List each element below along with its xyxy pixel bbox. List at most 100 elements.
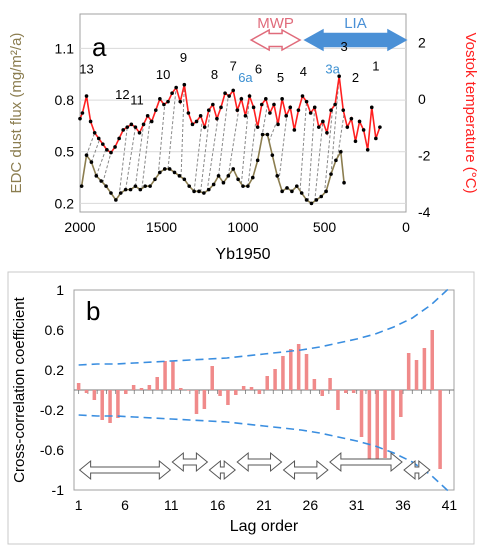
bar-45	[422, 348, 427, 390]
bar-32	[320, 390, 324, 396]
dust-point-45	[294, 184, 299, 188]
bar-31	[312, 379, 317, 390]
dust-point-42	[280, 189, 284, 194]
dust-point-10	[123, 187, 128, 192]
connector-5	[118, 127, 128, 196]
bar-21	[234, 390, 238, 395]
temperature-point-50	[276, 122, 280, 127]
coef-tick-1: 1	[56, 282, 64, 298]
temperature-point-67	[345, 125, 350, 129]
temperature-point-66	[341, 108, 346, 112]
temperature-point-21	[158, 97, 162, 101]
connector-13	[200, 107, 211, 192]
dust-point-20	[172, 170, 177, 175]
range-arrow-6	[329, 451, 403, 473]
bar-4	[100, 390, 104, 420]
bar-11	[155, 377, 159, 390]
bar-29	[296, 344, 301, 390]
panel-a-connectors	[86, 76, 345, 202]
connector-1	[86, 132, 96, 156]
dust-point-49	[314, 198, 319, 202]
dust-point-9	[118, 191, 123, 195]
bar-47	[438, 390, 442, 469]
dust-point-37	[255, 158, 260, 163]
bar-39	[375, 390, 379, 460]
panel-b-label: b	[86, 296, 100, 326]
dust-point-3	[89, 160, 94, 164]
temperature-point-73	[369, 105, 374, 110]
connector-25	[324, 107, 334, 194]
connector-4	[102, 152, 112, 183]
coef-tick-0p6: 0.6	[45, 322, 65, 338]
coef-tick-neg0p6: -0.6	[40, 442, 64, 458]
y2-tick-neg2: -2	[418, 147, 431, 163]
bar-35	[344, 390, 348, 393]
dust-point-44	[290, 189, 294, 194]
event-label-2: 2	[352, 70, 359, 85]
temperature-point-17	[141, 122, 146, 127]
dust-point-31	[226, 174, 231, 178]
lag-tick-26: 26	[303, 497, 319, 513]
bar-40	[383, 390, 387, 458]
dust-point-12	[133, 184, 138, 188]
connector-21	[278, 114, 288, 182]
bar-19	[218, 390, 222, 396]
temperature-point-25	[174, 85, 178, 90]
bar-3	[92, 390, 97, 400]
upper-bound-line	[78, 287, 450, 366]
temperature-point-3	[84, 94, 89, 98]
event-label-3: 3	[340, 39, 347, 54]
dust-point-2	[84, 153, 89, 157]
dust-point-15	[148, 184, 152, 188]
temperature-point-24	[170, 91, 174, 95]
event-label-12: 12	[115, 87, 129, 102]
connector-14	[206, 114, 220, 191]
dust-point-4	[94, 174, 99, 178]
connector-8	[141, 119, 151, 189]
range-arrow-2	[171, 451, 209, 473]
temperature-point-2	[80, 111, 85, 115]
dust-point-29	[216, 174, 221, 178]
temperature-point-29	[190, 122, 195, 127]
bar-28	[289, 349, 293, 390]
dust-point-5	[99, 179, 103, 183]
connector-12	[193, 120, 203, 192]
temperature-point-44	[251, 105, 256, 110]
dust-point-53	[334, 158, 338, 163]
bar-22	[241, 386, 246, 390]
y-tick-0p2: 0.2	[55, 195, 75, 211]
temperature-point-10	[113, 145, 117, 149]
connector-2	[90, 139, 101, 163]
series-dust	[79, 132, 346, 206]
coef-tick-0p2: 0.2	[45, 362, 65, 378]
temperature-point-46	[259, 102, 264, 107]
temperature-point-63	[329, 108, 333, 112]
bar-42	[399, 390, 403, 417]
lag-tick-6: 6	[121, 497, 129, 513]
event-label-4: 4	[300, 64, 307, 79]
lag-tick-31: 31	[349, 497, 365, 513]
x-tick-2000: 2000	[64, 219, 95, 235]
temperature-point-8	[105, 147, 109, 152]
dust-point-35	[246, 184, 250, 188]
temperature-point-53	[288, 105, 293, 110]
panel-b-y-tick-labels: 1 0.6 0.2 -0.2 -0.6 -1	[40, 282, 64, 498]
dust-point-1	[79, 184, 84, 188]
temperature-point-38	[227, 94, 231, 98]
bar-44	[414, 360, 419, 390]
temperature-point-9	[109, 150, 113, 155]
dust-point-36	[250, 175, 255, 180]
event-label-9: 9	[180, 50, 187, 65]
temperature-point-27	[182, 82, 187, 87]
bar-15	[186, 390, 191, 391]
temperature-point-42	[243, 114, 248, 118]
temperature-point-70	[357, 119, 362, 124]
temperature-point-1	[78, 116, 82, 121]
dust-point-25	[197, 189, 201, 194]
dust-point-14	[143, 184, 147, 188]
dust-point-19	[167, 167, 172, 171]
temperature-point-61	[321, 119, 325, 124]
bar-24	[257, 390, 262, 394]
bar-18	[210, 366, 214, 390]
